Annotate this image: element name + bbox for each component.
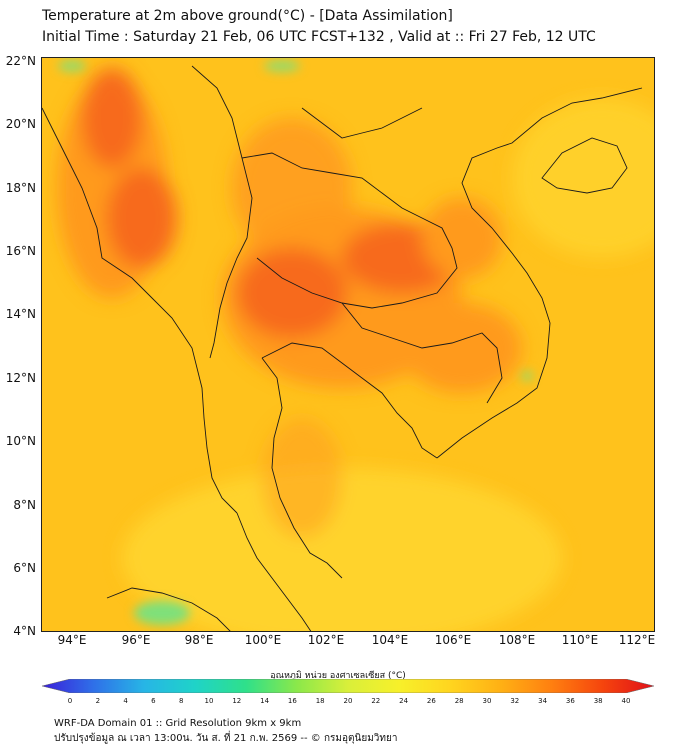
colorbar-tick-label: 28 bbox=[454, 697, 464, 705]
lat-label-18: 18°N bbox=[5, 181, 36, 195]
colorbar-tick-label: 12 bbox=[232, 697, 242, 705]
lon-label-102: 102°E bbox=[307, 633, 345, 647]
lon-label-110: 110°E bbox=[561, 633, 599, 647]
colorbar-tick-label: 22 bbox=[371, 697, 381, 705]
hot-zone-north bbox=[82, 68, 142, 168]
colorbar-tick-label: 36 bbox=[565, 697, 575, 705]
lat-label-6: 6°N bbox=[13, 561, 36, 575]
lat-label-20: 20°N bbox=[5, 117, 36, 131]
coastline-sumatra bbox=[106, 587, 231, 631]
colorbar-tick-label: 10 bbox=[204, 697, 214, 705]
colorbar-tick-label: 6 bbox=[151, 697, 156, 705]
green-patch-sumatra bbox=[134, 601, 190, 625]
colorbar-tick-label: 8 bbox=[178, 697, 184, 705]
colorbar-tick-label: 0 bbox=[67, 697, 73, 705]
lat-label-8: 8°N bbox=[13, 498, 36, 512]
colorbar-tick-label: 20 bbox=[343, 697, 353, 705]
coastline-gulf-west bbox=[261, 357, 343, 579]
warm-zone-peninsula bbox=[262, 418, 342, 538]
coastline-andaman bbox=[42, 107, 238, 514]
colorbar-tick-label: 40 bbox=[621, 697, 631, 705]
footer: WRF-DA Domain 01 :: Grid Resolution 9km … bbox=[54, 716, 397, 746]
hot-zone-central-thailand bbox=[237, 248, 347, 338]
border-myanmar-thailand bbox=[191, 65, 253, 359]
lat-label-4: 4°N bbox=[13, 624, 36, 638]
country-borders bbox=[42, 65, 643, 631]
colorbar-tick-label: 32 bbox=[510, 697, 520, 705]
colorbar-tick-label: 4 bbox=[123, 697, 128, 705]
border-cambodia bbox=[341, 302, 503, 404]
lon-label-108: 108°E bbox=[498, 633, 536, 647]
coastline-peninsula-west bbox=[236, 512, 312, 631]
temperature-field bbox=[57, 68, 654, 631]
warm-zone-cambodia bbox=[402, 303, 522, 393]
colorbar-tick-label: 16 bbox=[287, 697, 297, 705]
lat-label-12: 12°N bbox=[5, 371, 36, 385]
footer-line-1: WRF-DA Domain 01 :: Grid Resolution 9km … bbox=[54, 718, 302, 729]
colorbar-tick-label: 18 bbox=[315, 697, 325, 705]
chart-title: Temperature at 2m above ground(°C) - [Da… bbox=[42, 8, 453, 24]
lon-label-106: 106°E bbox=[434, 633, 472, 647]
colorbar-tick-label: 38 bbox=[593, 697, 603, 705]
lat-label-10: 10°N bbox=[5, 434, 36, 448]
footer-line-2: ปรับปรุงข้อมูล ณ เวลา 13:00น. วัน ส. ที่… bbox=[54, 733, 398, 744]
lon-label-94: 94°E bbox=[57, 633, 87, 647]
colorbar-tick-label: 24 bbox=[399, 697, 409, 705]
green-patch-vietnam bbox=[521, 371, 533, 381]
lon-label-98: 98°E bbox=[184, 633, 214, 647]
lat-label-14: 14°N bbox=[5, 307, 36, 321]
cool-zone-east bbox=[512, 98, 654, 258]
border-thailand-laos bbox=[241, 152, 458, 309]
coastline-vietnam bbox=[436, 87, 643, 459]
green-patch-north bbox=[264, 60, 300, 72]
colorbar-tick-label: 30 bbox=[482, 697, 492, 705]
lon-label-112: 112°E bbox=[618, 633, 656, 647]
hot-zone-west bbox=[107, 168, 177, 268]
green-patch-northwest bbox=[58, 60, 86, 72]
coastline-gulf-north bbox=[261, 342, 438, 459]
green-patches bbox=[58, 60, 533, 625]
cool-zone-south bbox=[122, 468, 562, 631]
colorbar-tick-label: 34 bbox=[538, 697, 548, 705]
chart-title-block: Temperature at 2m above ground(°C) - [Da… bbox=[42, 6, 596, 48]
lon-label-96: 96°E bbox=[121, 633, 151, 647]
colorbar-title: อุณหภูมิ หน่วย องศาเซลเซียส (°C) bbox=[270, 671, 406, 681]
lon-label-104: 104°E bbox=[371, 633, 409, 647]
lat-label-22: 22°N bbox=[5, 54, 36, 68]
border-china-laos bbox=[301, 107, 423, 139]
lon-label-100: 100°E bbox=[244, 633, 282, 647]
colorbar-tick-label: 2 bbox=[95, 697, 101, 705]
warm-zone-laos bbox=[422, 198, 502, 278]
lat-label-16: 16°N bbox=[5, 244, 36, 258]
coastline-hainan bbox=[541, 137, 628, 194]
colorbar-gradient bbox=[42, 679, 654, 693]
colorbar-tick-label: 26 bbox=[426, 697, 436, 705]
colorbar bbox=[42, 679, 654, 693]
chart-subtitle: Initial Time : Saturday 21 Feb, 06 UTC F… bbox=[42, 29, 596, 45]
temperature-map bbox=[41, 57, 655, 632]
colorbar-tick-label: 14 bbox=[260, 697, 270, 705]
map-canvas bbox=[42, 58, 654, 631]
